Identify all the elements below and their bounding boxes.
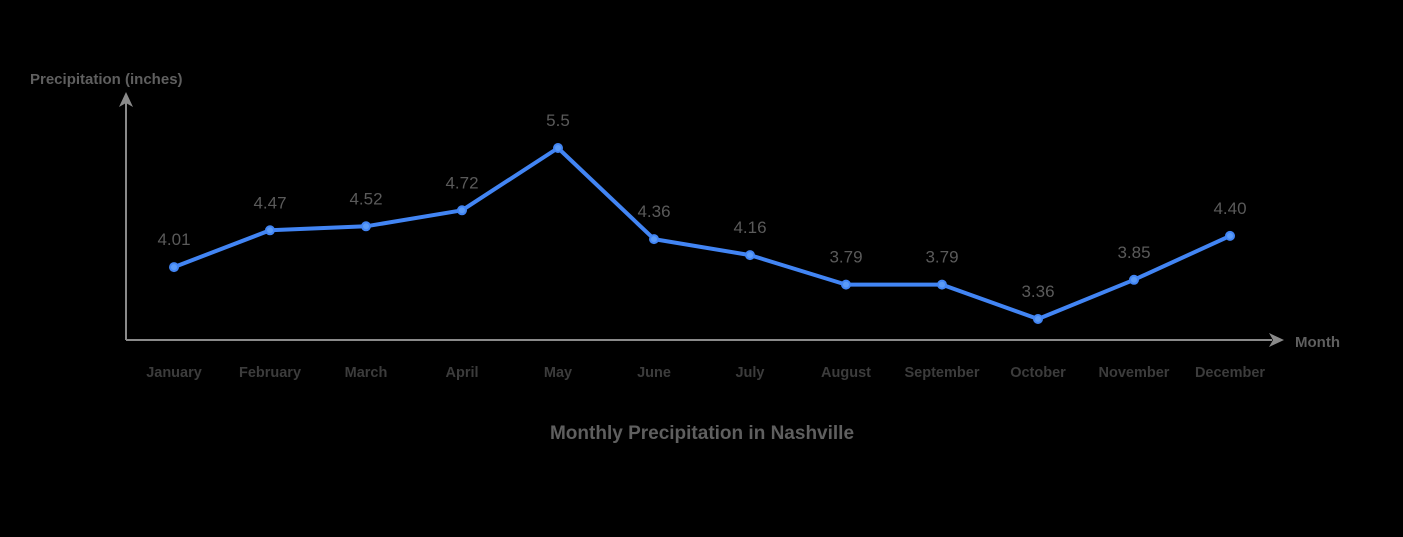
tick-label-june: June bbox=[637, 365, 671, 381]
data-point-august[interactable] bbox=[841, 279, 851, 290]
tick-label-march: March bbox=[345, 365, 388, 381]
value-label-october: 3.36 bbox=[1021, 282, 1054, 301]
y-axis-title: Precipitation (inches) bbox=[30, 71, 183, 88]
tick-label-december: December bbox=[1195, 365, 1265, 381]
data-point-april[interactable] bbox=[457, 205, 467, 216]
tick-label-august: August bbox=[821, 365, 871, 381]
x-axis bbox=[126, 333, 1284, 347]
data-point-july[interactable] bbox=[745, 250, 755, 261]
y-axis bbox=[119, 92, 133, 340]
data-point-may[interactable] bbox=[553, 143, 563, 153]
value-label-november: 3.85 bbox=[1117, 243, 1150, 262]
data-point-january[interactable] bbox=[169, 262, 179, 273]
x-axis-title: Month bbox=[1295, 334, 1340, 351]
value-label-august: 3.79 bbox=[829, 248, 862, 267]
value-label-july: 4.16 bbox=[733, 218, 766, 237]
value-label-february: 4.47 bbox=[253, 193, 286, 212]
tick-label-july: July bbox=[735, 365, 764, 381]
data-point-september[interactable] bbox=[937, 279, 947, 290]
data-point-june[interactable] bbox=[649, 234, 659, 245]
value-label-april: 4.72 bbox=[445, 173, 478, 192]
chart-title: Monthly Precipitation in Nashville bbox=[550, 423, 854, 444]
data-point-november[interactable] bbox=[1129, 274, 1139, 285]
data-point-december[interactable] bbox=[1225, 230, 1235, 241]
series-markers bbox=[169, 143, 1235, 324]
value-label-december: 4.40 bbox=[1213, 199, 1246, 218]
value-label-may: 5.5 bbox=[546, 111, 570, 130]
tick-label-october: October bbox=[1010, 365, 1066, 381]
value-label-september: 3.79 bbox=[925, 248, 958, 267]
tick-label-september: September bbox=[905, 365, 980, 381]
series-line-precipitation bbox=[172, 146, 1232, 321]
data-point-october[interactable] bbox=[1033, 314, 1043, 324]
value-label-march: 4.52 bbox=[349, 189, 382, 208]
value-label-january: 4.01 bbox=[157, 230, 190, 249]
x-axis-tick-labels: January February March April May June July Augu… bbox=[146, 365, 1265, 381]
data-point-march[interactable] bbox=[361, 221, 371, 232]
tick-label-november: November bbox=[1099, 365, 1170, 381]
tick-label-may: May bbox=[544, 365, 572, 381]
tick-label-april: April bbox=[445, 365, 478, 381]
value-label-june: 4.36 bbox=[637, 202, 670, 221]
tick-label-january: January bbox=[146, 365, 202, 381]
tick-label-february: February bbox=[239, 365, 301, 381]
series-value-labels: 4.01 4.47 4.52 4.72 5.5 4.36 4.16 3.79 3.79 3.36 3… bbox=[157, 111, 1246, 301]
data-point-february[interactable] bbox=[265, 225, 275, 236]
